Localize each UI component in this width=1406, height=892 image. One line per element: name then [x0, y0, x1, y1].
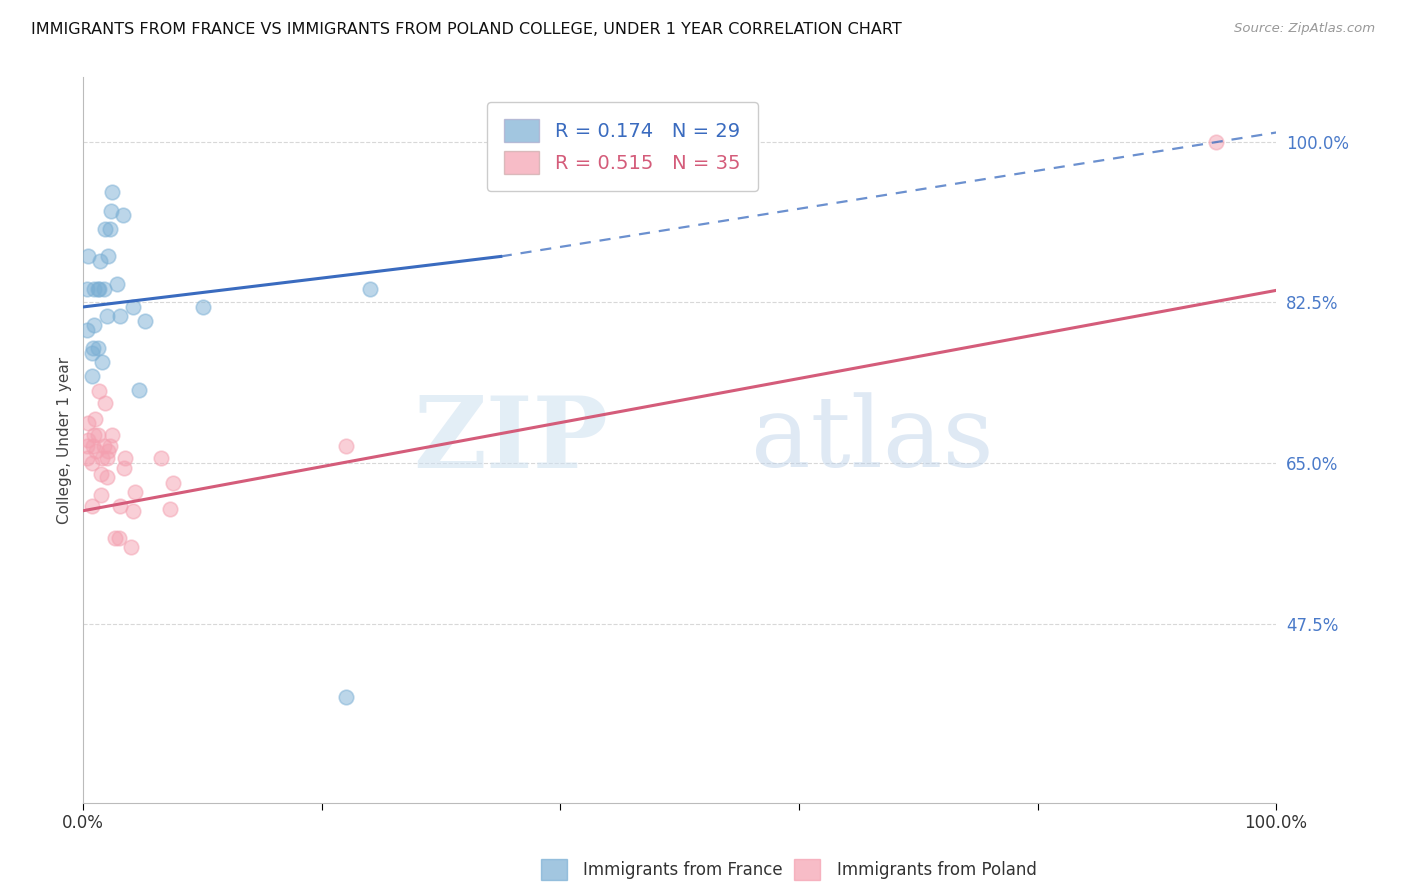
Point — [94, 222, 117, 236]
Text: ZIP: ZIP — [413, 392, 609, 489]
Point — [82, 439, 104, 453]
Point — [108, 531, 131, 545]
Point — [335, 439, 357, 453]
Point — [159, 501, 181, 516]
Point — [96, 469, 118, 483]
Point — [134, 314, 156, 328]
Point — [76, 323, 98, 337]
Text: atlas: atlas — [751, 392, 994, 488]
Point — [149, 451, 172, 466]
Point — [110, 309, 132, 323]
Point — [124, 485, 146, 500]
Point — [98, 439, 121, 453]
Point — [191, 300, 214, 314]
Point — [110, 499, 132, 513]
Point — [86, 341, 108, 355]
Point — [162, 476, 184, 491]
Point — [359, 281, 381, 295]
Point — [93, 439, 115, 453]
Point — [90, 488, 112, 502]
Point — [87, 384, 110, 399]
Point — [122, 504, 145, 518]
Point — [80, 346, 103, 360]
Point — [83, 281, 105, 295]
Point — [84, 412, 107, 426]
Point — [111, 208, 134, 222]
Point — [114, 451, 136, 466]
Point — [76, 281, 98, 295]
Text: Source: ZipAtlas.com: Source: ZipAtlas.com — [1234, 22, 1375, 36]
Point — [97, 249, 120, 263]
Point — [335, 690, 357, 704]
Point — [90, 467, 112, 481]
Point — [91, 355, 114, 369]
Point — [97, 444, 120, 458]
Point — [80, 456, 103, 470]
Text: Immigrants from Poland: Immigrants from Poland — [837, 861, 1036, 879]
Point — [98, 222, 121, 236]
Text: IMMIGRANTS FROM FRANCE VS IMMIGRANTS FROM POLAND COLLEGE, UNDER 1 YEAR CORRELATI: IMMIGRANTS FROM FRANCE VS IMMIGRANTS FRO… — [31, 22, 901, 37]
Point — [93, 281, 115, 295]
Point — [120, 541, 142, 555]
Point — [112, 460, 135, 475]
Point — [91, 451, 114, 466]
Point — [128, 383, 150, 397]
Point — [77, 249, 100, 263]
Point — [86, 444, 108, 458]
Point — [77, 417, 100, 431]
Point — [101, 185, 124, 199]
Point — [96, 451, 118, 466]
Point — [105, 277, 128, 291]
Point — [87, 281, 110, 295]
Point — [76, 451, 98, 466]
Point — [80, 368, 103, 383]
Point — [77, 433, 100, 447]
Legend: R = 0.174   N = 29, R = 0.515   N = 35: R = 0.174 N = 29, R = 0.515 N = 35 — [486, 102, 758, 191]
Point — [94, 396, 117, 410]
Point — [1205, 135, 1227, 149]
Point — [101, 428, 124, 442]
Point — [96, 309, 118, 323]
Point — [86, 281, 108, 295]
Point — [89, 254, 111, 268]
Point — [104, 531, 127, 545]
Point — [83, 318, 105, 333]
Point — [86, 428, 108, 442]
Point — [100, 203, 122, 218]
Point — [82, 341, 104, 355]
Point — [76, 439, 98, 453]
Point — [122, 300, 145, 314]
Y-axis label: College, Under 1 year: College, Under 1 year — [58, 357, 72, 524]
Text: Immigrants from France: Immigrants from France — [583, 861, 783, 879]
Point — [80, 499, 103, 513]
Point — [83, 428, 105, 442]
